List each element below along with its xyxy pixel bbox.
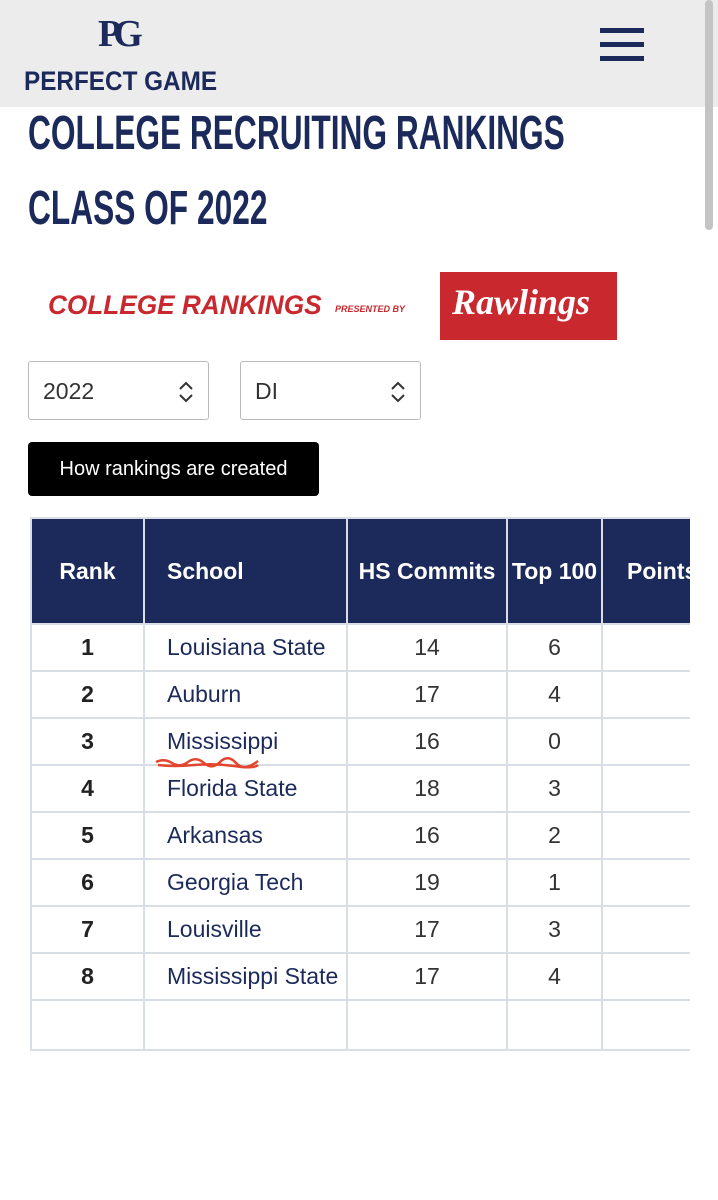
points-cell: 107 <box>601 764 690 813</box>
top-bar <box>0 0 718 107</box>
school-cell: Louisiana State <box>143 623 348 672</box>
rankings-info-button[interactable]: How rankings are created <box>28 442 319 496</box>
table-row: 3Mississippi160109 <box>30 717 690 766</box>
points-cell: 145 <box>601 623 690 672</box>
chevron <box>391 381 405 403</box>
points-cell: 112 <box>601 670 690 719</box>
rank-cell: 6 <box>30 858 145 907</box>
top100-cell: 3 <box>506 905 603 954</box>
division-select[interactable]: DI <box>240 361 421 420</box>
underline-scribble <box>155 757 259 769</box>
empty-cell <box>30 999 145 1051</box>
points-cell: 103 <box>601 905 690 954</box>
page-title: COLLEGE RECRUITING RANKINGS <box>28 107 565 160</box>
rank-cell: 1 <box>30 623 145 672</box>
commits-cell: 16 <box>346 811 508 860</box>
top100-cell: 4 <box>506 670 603 719</box>
points-cell: 100 <box>601 952 690 1001</box>
banner-text: COLLEGE RANKINGS <box>48 290 322 320</box>
rank-cell: 3 <box>30 717 145 766</box>
menu-button[interactable] <box>600 28 644 62</box>
table-row <box>30 999 690 1051</box>
top100-cell: 2 <box>506 811 603 860</box>
column-header: Points <box>601 517 690 625</box>
top100-cell: 6 <box>506 623 603 672</box>
sponsor: Rawlings <box>452 282 591 322</box>
banner-presented: PRESENTED BY <box>335 304 406 314</box>
rank-cell: 2 <box>30 670 145 719</box>
empty-cell <box>506 999 603 1051</box>
page-subtitle: CLASS OF 2022 <box>28 182 268 235</box>
commits-cell: 17 <box>346 905 508 954</box>
empty-cell <box>143 999 348 1051</box>
table-row: 2Auburn174112 <box>30 670 690 719</box>
column-header: Top 100 <box>506 517 603 625</box>
division-value: DI <box>255 378 278 404</box>
commits-cell: 18 <box>346 764 508 813</box>
school-cell: Georgia Tech <box>143 858 348 907</box>
school-cell: Arkansas <box>143 811 348 860</box>
brand[interactable]: PERFECT GAME <box>24 66 218 96</box>
column-header: School <box>143 517 348 625</box>
top100-cell: 4 <box>506 952 603 1001</box>
column-header: HS Commits <box>346 517 508 625</box>
school-cell: Mississippi <box>143 717 348 766</box>
top100-cell: 1 <box>506 858 603 907</box>
rank-cell: 8 <box>30 952 145 1001</box>
empty-cell <box>346 999 508 1051</box>
rank-cell: 7 <box>30 905 145 954</box>
table-row: 5Arkansas162105 <box>30 811 690 860</box>
commits-cell: 17 <box>346 670 508 719</box>
rank-cell: 5 <box>30 811 145 860</box>
year-value: 2022 <box>43 378 95 404</box>
sponsor-box <box>440 272 617 340</box>
school-cell: Auburn <box>143 670 348 719</box>
chevron <box>179 381 193 403</box>
commits-cell: 19 <box>346 858 508 907</box>
top100-cell: 0 <box>506 717 603 766</box>
school-cell: Louisville <box>143 905 348 954</box>
commits-cell: 17 <box>346 952 508 1001</box>
empty-cell <box>601 999 690 1051</box>
commits-cell: 14 <box>346 623 508 672</box>
table-row: 7Louisville173103 <box>30 905 690 954</box>
year-select[interactable]: 2022 <box>28 361 209 420</box>
points-cell: 105 <box>601 811 690 860</box>
school-cell: Mississippi State <box>143 952 348 1001</box>
column-header: Rank <box>30 517 145 625</box>
school-cell: Florida State <box>143 764 348 813</box>
commits-cell: 16 <box>346 717 508 766</box>
logo[interactable]: PG <box>98 13 143 55</box>
scrollbar <box>705 0 713 230</box>
points-cell: 104 <box>601 858 690 907</box>
points-cell: 109 <box>601 717 690 766</box>
rank-cell: 4 <box>30 764 145 813</box>
top100-cell: 3 <box>506 764 603 813</box>
